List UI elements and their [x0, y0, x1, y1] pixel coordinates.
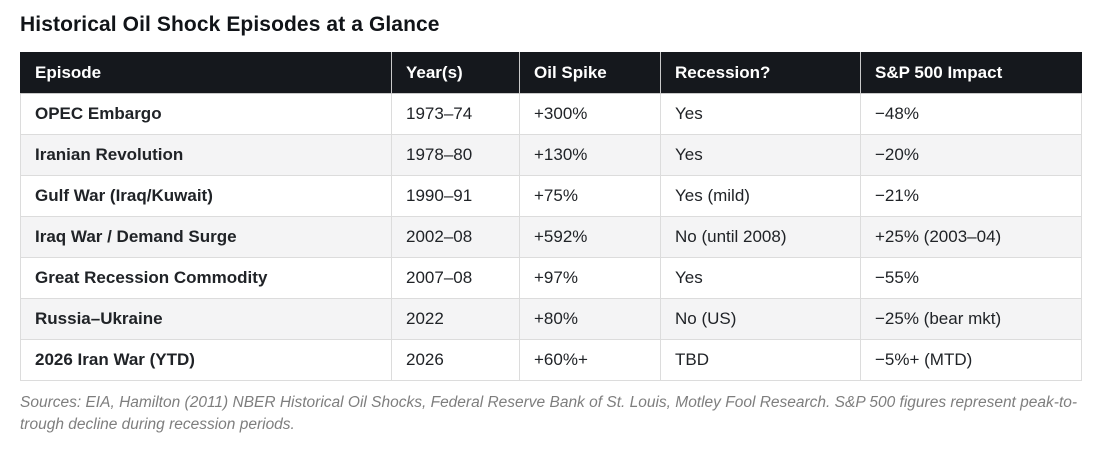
cell-sp500-impact: −20% [860, 134, 1082, 176]
cell-recession: Yes [660, 257, 861, 299]
cell-years: 1990–91 [391, 175, 520, 217]
cell-recession: TBD [660, 339, 861, 381]
table-row: Iranian Revolution 1978–80 +130% Yes −20… [20, 134, 1082, 176]
table-row: Iraq War / Demand Surge 2002–08 +592% No… [20, 216, 1082, 258]
col-header-years: Year(s) [391, 52, 520, 94]
page-title: Historical Oil Shock Episodes at a Glanc… [20, 13, 440, 36]
table-body: OPEC Embargo 1973–74 +300% Yes −48% Iran… [20, 93, 1082, 381]
cell-episode: 2026 Iran War (YTD) [20, 339, 392, 381]
cell-episode: Iraq War / Demand Surge [20, 216, 392, 258]
cell-oil-spike: +300% [519, 93, 661, 135]
col-header-oil-spike: Oil Spike [519, 52, 661, 94]
cell-episode: Gulf War (Iraq/Kuwait) [20, 175, 392, 217]
table-row: OPEC Embargo 1973–74 +300% Yes −48% [20, 93, 1082, 135]
cell-recession: Yes [660, 134, 861, 176]
cell-recession: Yes (mild) [660, 175, 861, 217]
table-row: Russia–Ukraine 2022 +80% No (US) −25% (b… [20, 298, 1082, 340]
cell-recession: Yes [660, 93, 861, 135]
cell-oil-spike: +80% [519, 298, 661, 340]
cell-years: 1973–74 [391, 93, 520, 135]
cell-sp500-impact: −21% [860, 175, 1082, 217]
cell-oil-spike: +75% [519, 175, 661, 217]
source-note: Sources: EIA, Hamilton (2011) NBER Histo… [20, 394, 1078, 433]
cell-recession: No (until 2008) [660, 216, 861, 258]
table-row: 2026 Iran War (YTD) 2026 +60%+ TBD −5%+ … [20, 339, 1082, 381]
cell-years: 2002–08 [391, 216, 520, 258]
cell-years: 1978–80 [391, 134, 520, 176]
cell-episode: Great Recession Commodity [20, 257, 392, 299]
table-header-row: Episode Year(s) Oil Spike Recession? S&P… [20, 52, 1082, 94]
col-header-recession: Recession? [660, 52, 861, 94]
cell-years: 2022 [391, 298, 520, 340]
cell-years: 2026 [391, 339, 520, 381]
table-row: Gulf War (Iraq/Kuwait) 1990–91 +75% Yes … [20, 175, 1082, 217]
cell-oil-spike: +97% [519, 257, 661, 299]
cell-sp500-impact: −48% [860, 93, 1082, 135]
cell-oil-spike: +592% [519, 216, 661, 258]
oil-shock-table: Episode Year(s) Oil Spike Recession? S&P… [20, 52, 1082, 381]
cell-episode: Iranian Revolution [20, 134, 392, 176]
cell-sp500-impact: +25% (2003–04) [860, 216, 1082, 258]
cell-years: 2007–08 [391, 257, 520, 299]
table-row: Great Recession Commodity 2007–08 +97% Y… [20, 257, 1082, 299]
col-header-sp500-impact: S&P 500 Impact [860, 52, 1082, 94]
cell-sp500-impact: −5%+ (MTD) [860, 339, 1082, 381]
cell-episode: Russia–Ukraine [20, 298, 392, 340]
cell-oil-spike: +60%+ [519, 339, 661, 381]
cell-sp500-impact: −55% [860, 257, 1082, 299]
cell-sp500-impact: −25% (bear mkt) [860, 298, 1082, 340]
cell-episode: OPEC Embargo [20, 93, 392, 135]
col-header-episode: Episode [20, 52, 392, 94]
cell-recession: No (US) [660, 298, 861, 340]
cell-oil-spike: +130% [519, 134, 661, 176]
